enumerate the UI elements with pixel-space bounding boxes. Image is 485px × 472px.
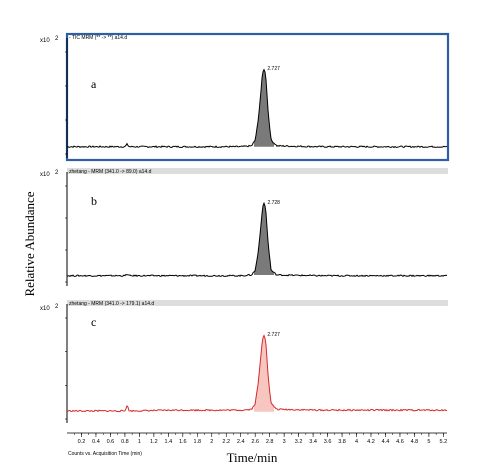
x-tick-label: 2 — [210, 439, 213, 445]
x-tick-label: 4 — [355, 439, 358, 445]
x-tick-label: 0.2 — [78, 439, 86, 445]
panel-letter: c — [91, 315, 96, 329]
x-tick-label: 4.8 — [411, 439, 419, 445]
panel-header-bar — [67, 300, 448, 306]
x-tick-label: 5 — [427, 439, 430, 445]
trace-line — [66, 201, 448, 278]
x-tick-label: 1 — [138, 439, 141, 445]
panels-group: x10 2 - TIC MRM (** -> **) a14.d a 2.727 x10 2… — [40, 32, 450, 423]
x-axis-caption: Counts vs. Acquisition Time (min) — [68, 451, 142, 457]
trace-line — [66, 334, 448, 413]
x-tick-label: 0.4 — [92, 439, 100, 445]
x-tick-label: 1.8 — [193, 439, 201, 445]
x-tick-label: 4.4 — [382, 439, 390, 445]
panel-header: zhetang - MRM (341.0 -> 179.1) a14.d — [69, 301, 154, 307]
exponent-power: 2 — [55, 170, 59, 176]
panel-a: x10 2 - TIC MRM (** -> **) a14.d a 2.727 — [40, 32, 450, 162]
exponent-power: 2 — [55, 36, 59, 42]
y-axis-label: Relative Abundance — [22, 191, 37, 296]
peak-fill — [254, 69, 274, 147]
panel-header: - TIC MRM (** -> **) a14.d — [69, 35, 127, 41]
x-tick-label: 4.2 — [367, 439, 375, 445]
x-axis: 0.2 0.4 0.6 0.8 1 1.2 1.4 1.6 1.8 2 2.2 2.4 2.6 2.8 3 3… — [67, 432, 448, 445]
x-tick-label: 1.2 — [150, 439, 158, 445]
x-tick-label: 1.6 — [179, 439, 187, 445]
x-tick-label: 2.6 — [251, 439, 259, 445]
panel-letter: b — [91, 194, 97, 208]
exponent-label: x10 — [40, 38, 50, 44]
exponent-label: x10 — [40, 306, 50, 312]
x-tick-label: 0.8 — [121, 439, 129, 445]
x-tick-label: 4.6 — [396, 439, 404, 445]
x-tick-label: 5.2 — [440, 439, 448, 445]
panel-header-bar — [67, 168, 448, 174]
panel-b: x10 2 zhetang - MRM (341.0 -> 89.0) a14.d b… — [40, 168, 448, 286]
x-tick-label: 3 — [283, 439, 286, 445]
x-tick-label: 2.4 — [237, 439, 245, 445]
x-tick-label: 3.8 — [338, 439, 346, 445]
peak-fill — [254, 335, 274, 412]
exponent-power: 2 — [55, 304, 59, 310]
x-tick-label: 3.2 — [295, 439, 303, 445]
x-tick-label: 1.4 — [165, 439, 173, 445]
peak-label: 2.727 — [267, 66, 280, 72]
x-tick-label: 2.8 — [266, 439, 274, 445]
exponent-label: x10 — [40, 172, 50, 178]
panel-letter: a — [91, 77, 97, 91]
x-tick-label: 3.4 — [309, 439, 317, 445]
peak-label: 2.727 — [267, 332, 280, 338]
peak-label: 2.728 — [267, 200, 280, 206]
x-tick-label: 3.6 — [324, 439, 332, 445]
x-axis-label: Time/min — [227, 450, 278, 465]
x-tick-label: 2.2 — [222, 439, 230, 445]
peak-fill — [254, 203, 274, 275]
trace-line — [66, 68, 448, 149]
panel-c: x10 2 zhetang - MRM (341.0 -> 179.1) a14.d… — [40, 300, 448, 423]
panel-header: zhetang - MRM (341.0 -> 89.0) a14.d — [69, 169, 152, 175]
x-tick-label: 0.6 — [107, 439, 115, 445]
